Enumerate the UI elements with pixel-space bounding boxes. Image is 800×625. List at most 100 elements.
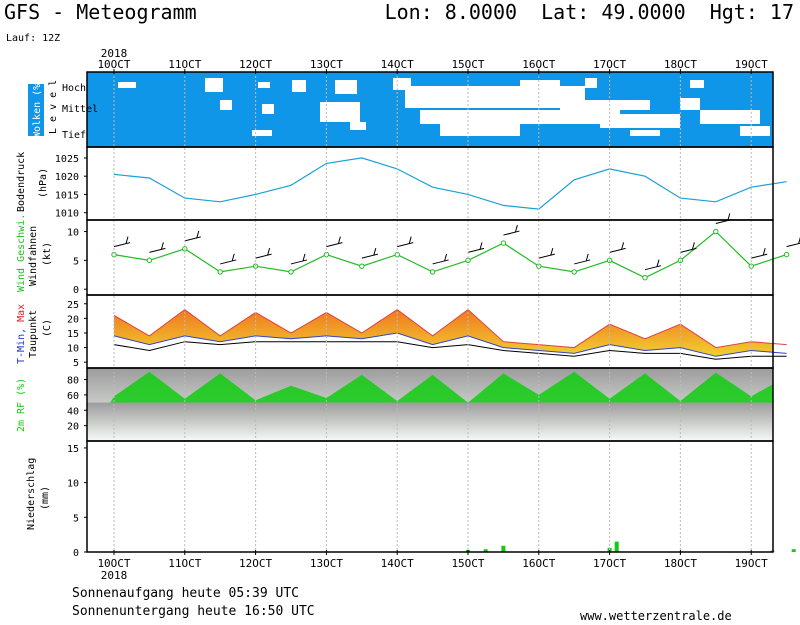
- wind-barb-feather: [444, 253, 448, 262]
- cloud-level-tief: Tief: [62, 130, 86, 141]
- pressure-line: [113, 157, 787, 210]
- precip-ylabel: Niederschlag: [26, 458, 37, 530]
- temp-unit: (C): [42, 319, 53, 337]
- wind-barb-feather: [585, 253, 589, 262]
- tmax-line: [113, 308, 787, 349]
- cloud-gap: [740, 126, 770, 136]
- pressure-ylabel: Bodendruck: [16, 152, 27, 212]
- wind-barb-feather: [762, 248, 766, 256]
- cloud-gap: [420, 110, 620, 124]
- wind-barb-feather: [408, 236, 412, 244]
- cloud-level-hoch: Hoch: [62, 83, 86, 94]
- wind-point: [500, 240, 507, 246]
- cloud-gap: [252, 130, 272, 136]
- rh-tick-label: 80: [67, 376, 79, 387]
- wind-point: [642, 274, 648, 281]
- run-label: Lauf: 12Z: [6, 33, 61, 44]
- cloud-gap: [560, 100, 650, 110]
- wind-barb: [290, 259, 308, 265]
- x-bottom-label: 16OCT: [522, 557, 555, 570]
- wind-barb-feather: [514, 224, 518, 233]
- wind-barb-feather: [231, 253, 235, 262]
- cloud-gap: [205, 78, 223, 92]
- cloud-gap: [585, 78, 597, 88]
- cloud-gap: [405, 86, 585, 108]
- wind-barb-feather: [656, 259, 660, 267]
- panel-border: [86, 146, 774, 221]
- cloud-gap: [630, 130, 660, 136]
- precip-bar: [614, 541, 619, 552]
- temp-tick-label: 10: [67, 344, 79, 355]
- wind-point: [217, 269, 223, 275]
- cloud-level-label: L e v e l: [48, 80, 59, 134]
- wind-tick-label: 0: [73, 285, 79, 296]
- cloud-gap: [292, 80, 306, 92]
- x-bottom-label: 10OCT: [97, 557, 130, 570]
- wind-barb: [751, 253, 768, 259]
- x-bottom-label: 12OCT: [239, 557, 272, 570]
- cloud-gap: [700, 110, 760, 124]
- wind-barb: [361, 253, 378, 259]
- x-top-label: 13OCT: [310, 58, 343, 71]
- cloud-gap: [600, 114, 680, 128]
- tmin-line: [113, 332, 787, 357]
- wind-barb: [113, 242, 131, 248]
- wind-barb: [574, 259, 591, 265]
- wind-barb-feather: [302, 253, 306, 262]
- x-top-label: 16OCT: [522, 58, 555, 71]
- precip-bar: [483, 549, 488, 552]
- cloud-gap: [690, 80, 704, 88]
- x-bottom-label: 18OCT: [664, 557, 697, 570]
- wind-point: [146, 257, 153, 264]
- temp-tick-label: 25: [67, 300, 79, 311]
- x-top-label: 12OCT: [239, 58, 272, 71]
- precip-bar: [501, 545, 506, 552]
- wind-barb: [220, 259, 237, 265]
- cloud-gap: [350, 122, 366, 130]
- pressure-tick-label: 1015: [55, 190, 79, 201]
- precip-tick-label: 15: [67, 444, 79, 455]
- x-top-label: 18OCT: [664, 58, 697, 71]
- cloud-gap: [118, 82, 136, 88]
- wind-barb: [538, 253, 555, 259]
- wind-barb: [184, 236, 201, 242]
- wind-unit: (kt): [42, 242, 53, 266]
- x-bottom-label: 14OCT: [381, 557, 414, 570]
- sunset-label: Sonnenuntergang heute 16:50 UTC: [72, 604, 315, 619]
- x-bottom-label: 19OCT: [735, 557, 768, 570]
- x-top-label: 14OCT: [381, 58, 414, 71]
- wind-point: [571, 269, 577, 275]
- precip-bar: [791, 549, 796, 552]
- precip-unit: (mm): [40, 486, 51, 510]
- cloud-ylabel: Wolken (%): [32, 78, 43, 138]
- rh-tick-label: 40: [67, 406, 79, 417]
- wind-barb: [609, 247, 626, 253]
- precip-tick-label: 0: [73, 548, 79, 559]
- x-bottom-label: 11OCT: [168, 557, 201, 570]
- sunrise-label: Sonnenaufgang heute 05:39 UTC: [72, 586, 299, 601]
- rh-lower-band: [87, 402, 773, 441]
- x-bottom-label: 13OCT: [310, 557, 343, 570]
- wind-tick-label: 10: [67, 228, 79, 239]
- x-top-label: 19OCT: [735, 58, 768, 71]
- cloud-label-box: [28, 84, 44, 136]
- wind-barb: [432, 259, 449, 265]
- panel-border: [86, 219, 774, 296]
- wind-ylabel: Wind Geschwi.: [16, 214, 27, 292]
- wind-barb: [149, 247, 166, 253]
- temp-ylabel: T-Min, Max: [16, 304, 27, 364]
- cloud-background: [87, 72, 773, 147]
- wind-barb-feather: [373, 248, 377, 256]
- rh-tick-label: 60: [67, 391, 79, 402]
- wind-barb: [255, 253, 272, 259]
- year-label-bottom: 2018: [101, 569, 128, 582]
- cloud-level-mittel: Mittel: [62, 104, 98, 115]
- precip-tick-label: 10: [67, 479, 79, 490]
- wind-line: [113, 230, 787, 279]
- x-bottom-label: 17OCT: [593, 557, 626, 570]
- website-link[interactable]: www.wetterzentrale.de: [580, 609, 732, 623]
- cloud-gap: [320, 102, 360, 122]
- wind-barb-feather: [160, 242, 164, 250]
- pressure-tick-label: 1020: [55, 172, 79, 183]
- coordinates-label: Lon: 8.0000 Lat: 49.0000 Hgt: 17: [384, 0, 794, 24]
